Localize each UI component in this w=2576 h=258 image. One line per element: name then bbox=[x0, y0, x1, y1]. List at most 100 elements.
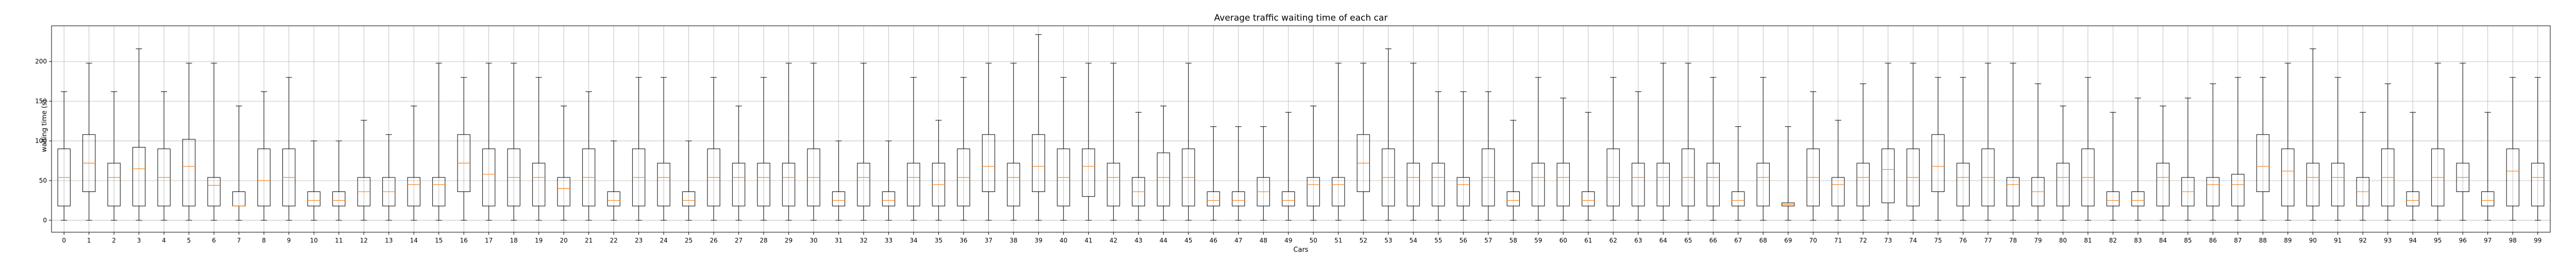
x-tick-label: 65 bbox=[1684, 237, 1692, 244]
x-tick-label: 36 bbox=[960, 237, 968, 244]
box-21 bbox=[582, 91, 596, 221]
x-tick-label: 5 bbox=[187, 237, 191, 244]
x-tick-label: 10 bbox=[310, 237, 318, 244]
box-66 bbox=[1706, 77, 1720, 221]
x-tick-label: 50 bbox=[1310, 237, 1317, 244]
box-40 bbox=[1057, 77, 1070, 221]
box-38 bbox=[1007, 62, 1020, 221]
x-tick-label: 7 bbox=[237, 237, 241, 244]
iqr-box bbox=[1632, 163, 1645, 206]
grid-layer bbox=[52, 26, 2550, 232]
box-35 bbox=[932, 120, 945, 221]
x-tick-label: 51 bbox=[1334, 237, 1342, 244]
box-68 bbox=[1756, 77, 1770, 221]
x-tick-label: 58 bbox=[1510, 237, 1517, 244]
box-27 bbox=[732, 105, 745, 221]
x-tick-label: 33 bbox=[885, 237, 892, 244]
box-92 bbox=[2356, 112, 2369, 221]
x-tick-label: 48 bbox=[1260, 237, 1267, 244]
iqr-box bbox=[2281, 148, 2295, 206]
iqr-box bbox=[1282, 191, 1295, 206]
box-85 bbox=[2181, 98, 2195, 221]
iqr-box bbox=[982, 134, 995, 192]
box-80 bbox=[2056, 105, 2070, 221]
x-tick-label: 0 bbox=[62, 237, 66, 244]
iqr-box bbox=[1532, 163, 1545, 206]
x-tick-label: 54 bbox=[1410, 237, 1417, 244]
iqr-box bbox=[1882, 148, 1895, 203]
x-tick-label: 94 bbox=[2409, 237, 2417, 244]
iqr-box bbox=[1756, 163, 1770, 206]
box-55 bbox=[1432, 91, 1445, 221]
box-45 bbox=[1182, 62, 1195, 221]
x-tick-label: 27 bbox=[735, 237, 742, 244]
x-tick-label: 28 bbox=[760, 237, 768, 244]
iqr-box bbox=[732, 163, 745, 206]
iqr-box bbox=[2306, 163, 2319, 206]
x-tick-label: 13 bbox=[385, 237, 393, 244]
box-22 bbox=[607, 140, 620, 221]
iqr-box bbox=[482, 148, 496, 206]
box-74 bbox=[1906, 62, 1920, 221]
iqr-box bbox=[532, 163, 546, 206]
box-2 bbox=[107, 91, 121, 221]
box-70 bbox=[1806, 91, 1820, 221]
iqr-box bbox=[1556, 163, 1570, 206]
box-0 bbox=[57, 91, 71, 221]
x-tick-label: 86 bbox=[2209, 237, 2217, 244]
x-tick-label: 77 bbox=[1984, 237, 1992, 244]
x-tick-label: 78 bbox=[2009, 237, 2017, 244]
iqr-box bbox=[1332, 177, 1345, 206]
box-48 bbox=[1257, 126, 1270, 221]
box-33 bbox=[882, 140, 895, 221]
box-47 bbox=[1232, 126, 1245, 221]
box-18 bbox=[507, 62, 520, 221]
box-54 bbox=[1406, 62, 1420, 221]
iqr-box bbox=[1232, 191, 1245, 206]
box-41 bbox=[1082, 62, 1095, 221]
box-28 bbox=[757, 77, 770, 221]
iqr-box bbox=[182, 139, 196, 206]
x-tick-label: 61 bbox=[1584, 237, 1592, 244]
box-65 bbox=[1682, 62, 1695, 221]
box-29 bbox=[782, 62, 795, 221]
iqr-box bbox=[1432, 163, 1445, 206]
x-tick-label: 19 bbox=[535, 237, 543, 244]
iqr-box bbox=[1956, 163, 1970, 206]
x-tick-label: 25 bbox=[685, 237, 692, 244]
y-tick-label: 50 bbox=[39, 177, 47, 184]
x-tick-label: 21 bbox=[585, 237, 592, 244]
x-tick-label: 92 bbox=[2359, 237, 2367, 244]
box-3 bbox=[132, 49, 146, 221]
iqr-box bbox=[907, 163, 920, 206]
x-tick-label: 44 bbox=[1160, 237, 1167, 244]
x-tick-label: 70 bbox=[1809, 237, 1817, 244]
x-tick-label: 12 bbox=[360, 237, 368, 244]
iqr-box bbox=[1732, 191, 1745, 206]
box-46 bbox=[1207, 126, 1220, 221]
box-72 bbox=[1856, 83, 1870, 221]
iqr-box bbox=[1107, 163, 1120, 206]
x-tick-label: 16 bbox=[460, 237, 468, 244]
x-tick-label: 17 bbox=[485, 237, 493, 244]
y-tick-label: 100 bbox=[35, 137, 47, 144]
box-32 bbox=[857, 62, 870, 221]
x-tick-label: 4 bbox=[162, 237, 166, 244]
box-8 bbox=[257, 91, 270, 221]
iqr-box bbox=[2506, 148, 2519, 206]
x-tick-label: 55 bbox=[1434, 237, 1442, 244]
x-tick-label: 40 bbox=[1060, 237, 1067, 244]
box-7 bbox=[232, 105, 246, 221]
iqr-box bbox=[782, 163, 795, 206]
box-25 bbox=[682, 140, 696, 221]
box-69 bbox=[1782, 126, 1795, 221]
box-81 bbox=[2081, 77, 2095, 221]
box-37 bbox=[982, 62, 995, 221]
x-tick-label: 41 bbox=[1084, 237, 1092, 244]
y-axis-title: waiting time (s) bbox=[41, 100, 48, 152]
iqr-box bbox=[2406, 191, 2419, 206]
box-5 bbox=[182, 62, 196, 221]
x-tick-label: 11 bbox=[335, 237, 343, 244]
